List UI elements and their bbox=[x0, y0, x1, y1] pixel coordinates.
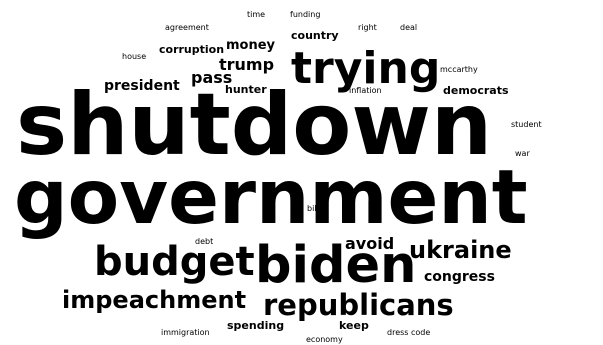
word-biden: biden bbox=[255, 236, 417, 295]
word-time: time bbox=[247, 10, 266, 19]
word-avoid: avoid bbox=[345, 234, 395, 253]
word-republicans: republicans bbox=[263, 288, 454, 322]
word-student: student bbox=[511, 120, 542, 129]
word-keep: keep bbox=[339, 319, 369, 332]
word-dress-code: dress code bbox=[387, 328, 431, 337]
word-agreement: agreement bbox=[165, 23, 209, 32]
word-house: house bbox=[122, 52, 147, 61]
word-congress: congress bbox=[424, 269, 495, 285]
word-immigration: immigration bbox=[161, 328, 210, 337]
word-money: money bbox=[226, 38, 276, 53]
word-deal: deal bbox=[400, 23, 418, 32]
word-debt: debt bbox=[195, 237, 214, 246]
word-spending: spending bbox=[227, 319, 285, 332]
word-hunter: hunter bbox=[225, 83, 267, 96]
word-budget: budget bbox=[94, 239, 255, 285]
word-trying: trying bbox=[291, 43, 441, 94]
word-pass: pass bbox=[191, 68, 233, 87]
word-president: president bbox=[104, 78, 180, 94]
word-right: right bbox=[358, 23, 377, 32]
word-inflation: inflation bbox=[349, 86, 382, 95]
word-trump: trump bbox=[219, 55, 275, 74]
word-mccarthy: mccarthy bbox=[440, 65, 478, 74]
word-corruption: corruption bbox=[159, 43, 225, 56]
word-bill: bill bbox=[307, 204, 319, 213]
word-shutdown: shutdown bbox=[16, 75, 493, 175]
word-democrats: democrats bbox=[443, 84, 509, 97]
word-funding: funding bbox=[290, 10, 321, 19]
word-country: country bbox=[291, 29, 339, 42]
word-war: war bbox=[515, 149, 530, 158]
word-government: government bbox=[14, 153, 528, 241]
word-ukraine: ukraine bbox=[409, 236, 512, 264]
word-economy: economy bbox=[306, 335, 343, 344]
word-impeachment: impeachment bbox=[62, 286, 247, 314]
